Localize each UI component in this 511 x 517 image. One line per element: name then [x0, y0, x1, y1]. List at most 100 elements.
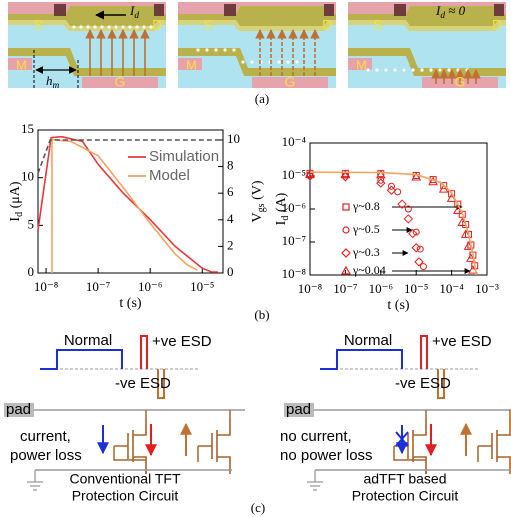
current-text: no power loss: [280, 447, 373, 464]
marker: [448, 190, 456, 198]
x-tick-label: 10⁻⁶: [369, 281, 393, 296]
carrier: [142, 25, 146, 29]
y-tick-label: 10: [21, 169, 34, 184]
pos-esd-label: +ve ESD: [432, 333, 492, 350]
marker: [412, 228, 420, 236]
carrier: [241, 60, 245, 64]
gate-block: [252, 77, 328, 88]
marker: [460, 229, 471, 238]
x-tick-label: 10⁻⁸: [298, 281, 323, 296]
y2-tick-label: 8: [227, 158, 234, 173]
carrier: [107, 25, 111, 29]
carrier: [128, 25, 132, 29]
pad-label: pad: [6, 401, 31, 418]
y2-axis-label-sub: gs: [257, 203, 268, 212]
marker: [341, 248, 351, 258]
top-channel: [348, 20, 506, 31]
marker: [342, 226, 350, 234]
marker: [411, 243, 421, 253]
current-text: current,: [20, 428, 71, 445]
marker: [340, 265, 352, 275]
marker: [462, 220, 470, 228]
marker: [386, 185, 397, 195]
gate-label: G: [115, 74, 126, 90]
legend-label: γ~0.3: [352, 245, 380, 259]
marker: [403, 214, 414, 224]
hm-label-sub: m: [53, 81, 60, 91]
x-tick-label: 10⁻⁴: [439, 281, 464, 296]
legend-label: Simulation: [149, 148, 219, 165]
carrier: [429, 68, 433, 72]
y-tick-label: 10⁻⁸: [282, 266, 307, 281]
y2-tick-label: 0: [227, 264, 234, 279]
y-axis-label-main: I: [8, 217, 23, 222]
marker: [408, 228, 418, 239]
y2-axis-label-main: V: [250, 212, 265, 222]
pad: [4, 403, 34, 417]
y-tick-label: 15: [21, 121, 34, 136]
metal-block: [348, 58, 372, 70]
tft-symbol: [114, 418, 147, 474]
pos-esd-pulse: [140, 335, 148, 369]
pad-label: pad: [286, 401, 311, 418]
hm-label-main: h: [46, 73, 53, 88]
marker: [340, 169, 351, 179]
y2-tick-label: 4: [227, 211, 234, 226]
top-channel: [178, 20, 336, 31]
y-tick-label: 0: [28, 264, 35, 279]
normal-pulse: [40, 349, 123, 370]
current-off-label-rest: ≈ 0: [445, 3, 466, 18]
marker: [387, 182, 395, 190]
carrier: [114, 25, 118, 29]
tft-symbol: [478, 418, 511, 474]
pos-esd-pulse: [420, 335, 428, 369]
legend-label: γ~0.8: [352, 199, 380, 213]
y-tick-label: 10⁻⁶: [282, 200, 306, 215]
carrier: [196, 48, 200, 52]
tft-symbol: [198, 418, 231, 474]
carrier: [438, 68, 442, 72]
gate-label: G: [285, 74, 296, 90]
current-off-label-sub: d: [440, 11, 445, 21]
marker: [376, 178, 386, 188]
marker: [377, 176, 385, 184]
caption: Conventional TFT: [69, 471, 180, 487]
x-tick-label: 10⁻³: [475, 281, 499, 296]
carrier: [86, 25, 90, 29]
y-axis-label-main: I: [274, 220, 289, 225]
carrier: [121, 25, 125, 29]
plot-frame: [37, 129, 224, 274]
carrier: [295, 60, 299, 64]
wire: [113, 410, 231, 462]
neg-esd-label: -ve ESD: [115, 375, 171, 392]
marker: [411, 172, 422, 181]
carrier: [149, 25, 153, 29]
carrier: [100, 25, 104, 29]
carrier: [411, 68, 415, 72]
wire: [393, 410, 511, 462]
contact: [224, 4, 236, 16]
top-layer: [178, 6, 336, 26]
panel-label: (c): [251, 500, 265, 515]
x-tick-label: 10⁻⁷: [86, 279, 110, 294]
carrier: [205, 48, 209, 52]
y-axis-label-rest: (A): [274, 192, 289, 215]
marker: [394, 188, 402, 196]
neg-esd-pulse: [437, 369, 445, 399]
metal-block: [8, 58, 32, 70]
contact: [324, 4, 334, 16]
series-line: [37, 139, 223, 174]
caption: adTFT based: [363, 471, 446, 487]
marker: [416, 245, 424, 253]
neg-esd-pulse: [157, 369, 165, 399]
y-axis-label-sub: d: [15, 212, 26, 217]
carrier: [79, 25, 83, 29]
carrier: [447, 68, 451, 72]
current-label-main: I: [129, 3, 135, 18]
caption: Protection Circuit: [352, 488, 459, 504]
carrier: [214, 48, 218, 52]
metal-label: M: [186, 57, 197, 72]
current-label: Id: [129, 3, 139, 21]
source-label: S: [203, 17, 212, 33]
